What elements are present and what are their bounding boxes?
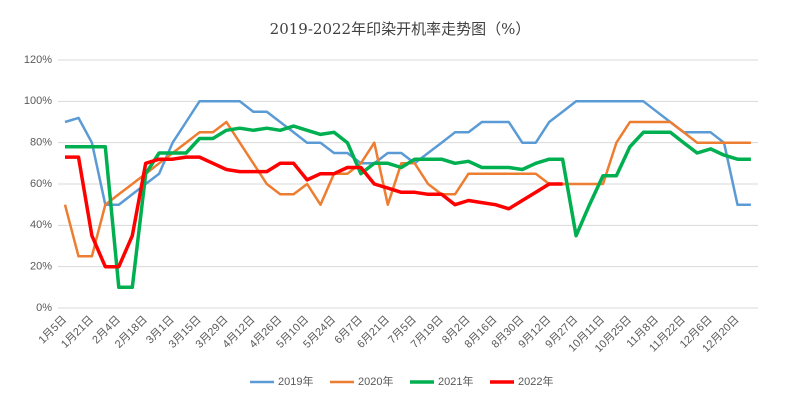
series-line	[65, 124, 751, 290]
series-line	[65, 155, 563, 269]
y-tick-label: 40%	[30, 219, 52, 231]
legend-label: 2019年	[278, 374, 313, 388]
y-tick-label: 20%	[30, 261, 52, 273]
y-tick-label: 80%	[30, 137, 52, 149]
series-line	[63, 120, 751, 258]
series-line	[64, 100, 751, 206]
y-tick-label: 0%	[36, 302, 52, 314]
legend-label: 2022年	[518, 374, 553, 388]
y-tick-label: 120%	[24, 54, 52, 66]
chart-title: 2019-2022年印染开机率走势图（%）	[270, 20, 531, 38]
y-tick-label: 60%	[30, 178, 52, 190]
y-tick-label: 100%	[24, 95, 52, 107]
legend-label: 2020年	[358, 374, 393, 388]
legend-label: 2021年	[438, 374, 473, 388]
